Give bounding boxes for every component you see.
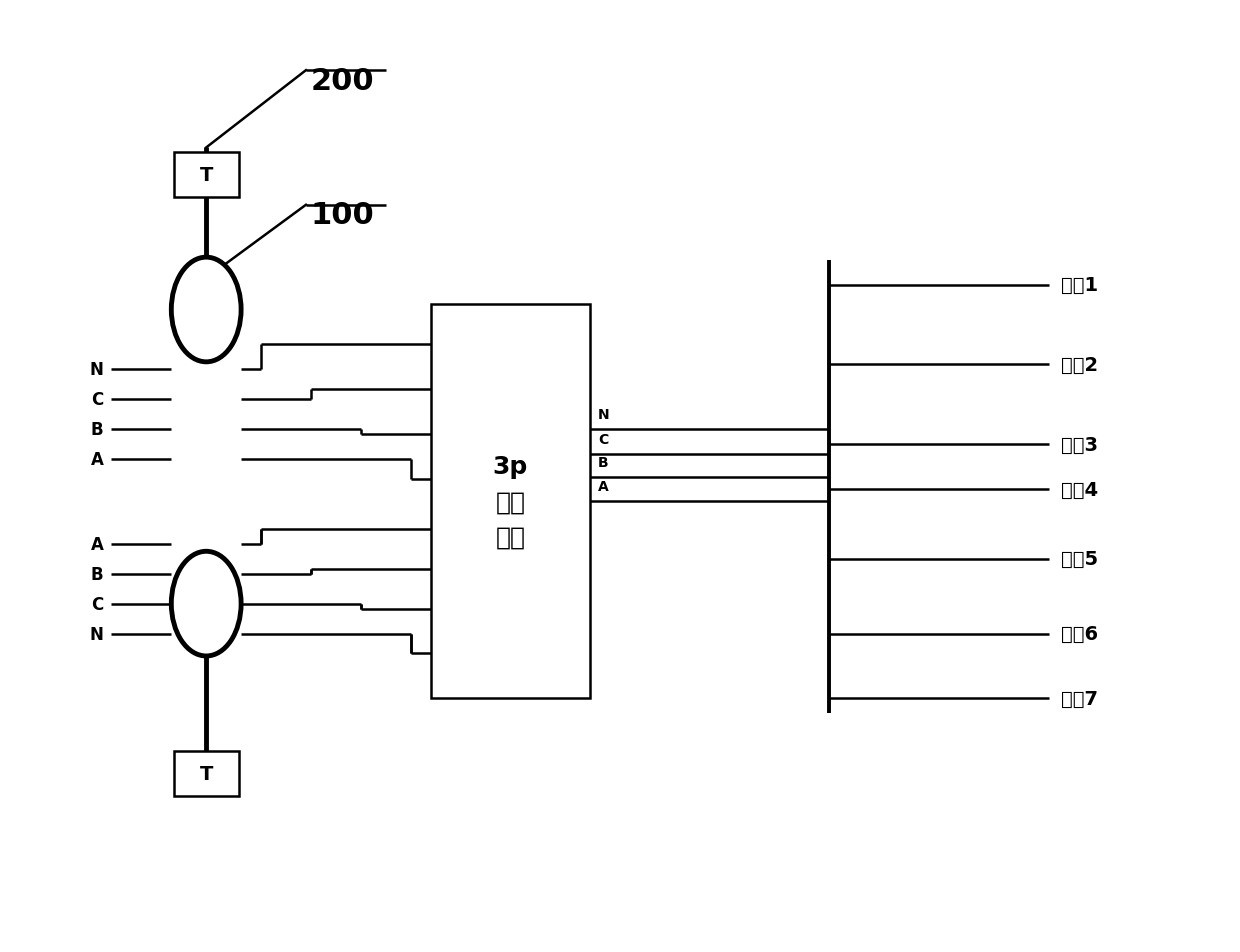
- Text: 负载1: 负载1: [1060, 276, 1097, 295]
- Text: N: N: [89, 361, 103, 379]
- Text: B: B: [91, 565, 103, 584]
- Text: 负载3: 负载3: [1060, 435, 1097, 454]
- Text: B: B: [91, 421, 103, 439]
- Text: C: C: [92, 391, 103, 408]
- Text: 负载4: 负载4: [1060, 480, 1097, 499]
- Text: 100: 100: [311, 201, 374, 230]
- Bar: [430, 306, 590, 699]
- Text: 3p
切换
开关: 3p 切换 开关: [492, 454, 528, 549]
- Text: N: N: [89, 625, 103, 643]
- Text: A: A: [598, 480, 609, 493]
- Bar: [174, 751, 238, 796]
- Text: 负载7: 负载7: [1060, 689, 1097, 708]
- Ellipse shape: [171, 552, 241, 656]
- Text: 负载6: 负载6: [1060, 625, 1097, 644]
- Text: B: B: [598, 456, 609, 469]
- Text: C: C: [598, 432, 609, 446]
- Text: T: T: [200, 764, 213, 783]
- Text: T: T: [200, 167, 213, 186]
- Text: 负载2: 负载2: [1060, 355, 1097, 374]
- Text: N: N: [598, 407, 610, 422]
- Bar: [174, 153, 238, 198]
- Text: A: A: [91, 450, 103, 468]
- Text: C: C: [92, 595, 103, 613]
- Text: 200: 200: [311, 67, 374, 95]
- Ellipse shape: [171, 258, 241, 363]
- Text: A: A: [91, 535, 103, 553]
- Text: 负载5: 负载5: [1060, 549, 1097, 568]
